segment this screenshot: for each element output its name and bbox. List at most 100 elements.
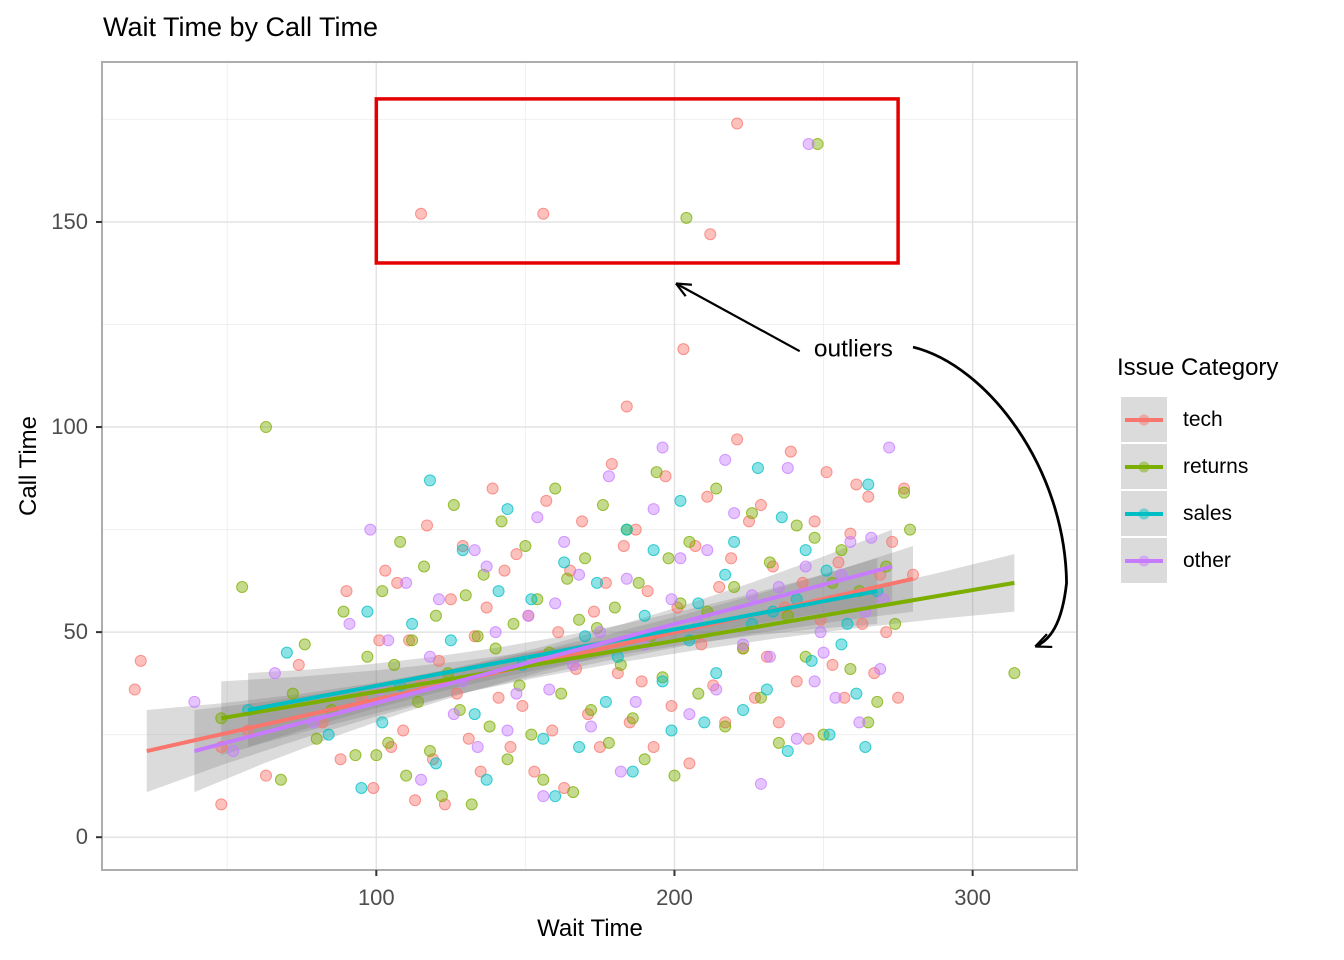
point [486, 482, 499, 495]
point [415, 773, 428, 786]
point [754, 498, 767, 511]
point [227, 745, 240, 758]
point [796, 576, 809, 589]
point [662, 552, 675, 565]
point [540, 494, 553, 507]
point [772, 736, 785, 749]
point [397, 724, 410, 737]
point [376, 716, 389, 729]
point [409, 794, 422, 807]
point [874, 663, 887, 676]
x-tick-label: 100 [358, 885, 395, 910]
y-tick-label: 50 [64, 619, 88, 644]
point [641, 585, 654, 598]
point [406, 617, 419, 630]
point [647, 544, 660, 557]
legend-item: other [1117, 537, 1278, 584]
legend-key [1121, 443, 1167, 489]
y-tick-label: 100 [51, 414, 88, 439]
point [128, 683, 141, 696]
point [579, 630, 592, 643]
point [775, 511, 788, 524]
point [188, 695, 201, 708]
point [602, 736, 615, 749]
point [373, 634, 386, 647]
legend-key-point [1138, 555, 1150, 566]
point [754, 691, 767, 704]
point [808, 515, 821, 528]
point [692, 597, 705, 610]
point [692, 687, 705, 700]
point [629, 695, 642, 708]
point [626, 765, 639, 778]
point [501, 503, 514, 516]
point [364, 523, 377, 536]
point [620, 400, 633, 413]
point [683, 708, 696, 721]
point [719, 568, 732, 581]
point [340, 585, 353, 598]
point [889, 617, 902, 630]
point [862, 478, 875, 491]
point [635, 675, 648, 688]
point [510, 548, 523, 561]
panel-background [102, 62, 1077, 870]
point [403, 634, 416, 647]
point [844, 535, 857, 548]
legend-key-point [1138, 461, 1150, 472]
point [713, 580, 726, 593]
arrowhead [675, 282, 687, 297]
point [668, 769, 681, 782]
point [605, 457, 618, 470]
point [823, 728, 836, 741]
point [844, 663, 857, 676]
point [656, 441, 669, 454]
point [647, 503, 660, 516]
point [456, 539, 469, 552]
point [495, 515, 508, 528]
point [746, 507, 758, 520]
point [579, 552, 592, 565]
point [510, 687, 523, 700]
point [904, 523, 917, 536]
point [835, 638, 848, 651]
point [322, 728, 335, 741]
point [522, 609, 535, 622]
point [537, 773, 550, 786]
point [492, 691, 505, 704]
point [587, 605, 600, 618]
point [784, 445, 797, 458]
point [376, 585, 389, 598]
point [498, 564, 511, 577]
point [549, 597, 562, 610]
point [501, 753, 514, 766]
point [808, 675, 821, 688]
point [423, 474, 436, 487]
point [799, 544, 812, 557]
point [435, 790, 448, 803]
point [259, 769, 272, 782]
point [504, 740, 517, 753]
point [444, 593, 457, 606]
point [519, 539, 532, 552]
point [421, 519, 433, 532]
point [638, 753, 651, 766]
point [599, 695, 612, 708]
point [268, 667, 281, 680]
arrowhead [675, 282, 693, 286]
point [501, 724, 514, 737]
legend-title: Issue Category [1117, 354, 1279, 381]
point [656, 675, 669, 688]
point [802, 732, 815, 745]
arrowhead [1034, 633, 1048, 648]
point [898, 486, 911, 499]
point [760, 683, 773, 696]
point [892, 691, 905, 704]
point [429, 757, 442, 770]
scatter-points-returns [215, 138, 1021, 811]
point [853, 716, 866, 729]
arrow-to-box [675, 282, 801, 353]
point [883, 441, 896, 454]
point [865, 531, 878, 544]
point [886, 535, 899, 548]
